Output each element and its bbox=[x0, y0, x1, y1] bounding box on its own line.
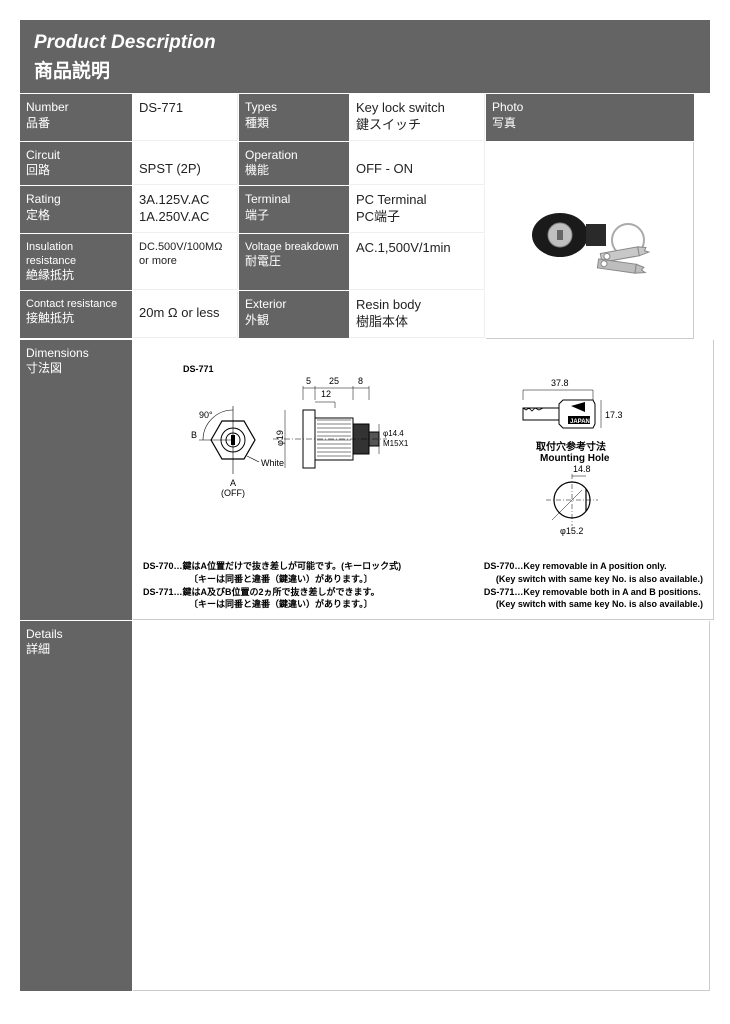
header-title-en: Product Description bbox=[34, 32, 696, 54]
dim-8: 8 bbox=[358, 376, 363, 386]
types-value: Key lock switch 鍵スイッチ bbox=[350, 94, 485, 141]
key-378: 37.8 bbox=[551, 378, 569, 388]
spec-grid: Number 品番 DS-771 Types 種類 Key lock switc… bbox=[20, 94, 710, 339]
pos-a: A bbox=[230, 478, 236, 488]
exterior-label: Exterior 外観 bbox=[239, 291, 349, 338]
dim-notes-jp: DS-770…鍵はA位置だけで抜き差しが可能です。(キーロック式) 〔キーは同番… bbox=[143, 560, 401, 610]
mount-jp: 取付穴参考寸法 bbox=[536, 440, 606, 453]
product-photo-icon bbox=[510, 180, 670, 300]
pos-b: B bbox=[191, 430, 197, 440]
dim-148: 14.8 bbox=[573, 464, 591, 474]
dimension-drawing-icon: DS-771 B 90° A (OFF) bbox=[143, 350, 703, 550]
header-title-jp: 商品説明 bbox=[34, 56, 696, 83]
circuit-label: Circuit 回路 bbox=[20, 142, 132, 185]
details-row: Details 詳細 bbox=[20, 621, 710, 991]
circuit-value: SPST (2P) bbox=[133, 142, 238, 185]
terminal-label: Terminal 端子 bbox=[239, 186, 349, 233]
dim-152: φ15.2 bbox=[560, 526, 583, 536]
dim-notes-en: DS-770…Key removable in A position only.… bbox=[484, 560, 703, 610]
rating-value: 3A.125V.AC 1A.250V.AC bbox=[133, 186, 238, 233]
operation-value: OFF - ON bbox=[350, 142, 485, 185]
header: Product Description 商品説明 bbox=[20, 20, 710, 93]
contact-resistance-value: 20m Ω or less bbox=[133, 291, 238, 338]
dimensions-label: Dimensions 寸法図 bbox=[20, 340, 132, 620]
dim-12: 12 bbox=[321, 389, 331, 399]
key-173: 17.3 bbox=[605, 410, 623, 420]
types-label: Types 種類 bbox=[239, 94, 349, 141]
part-number: DS-771 bbox=[183, 364, 214, 374]
voltage-breakdown-value: AC.1,500V/1min bbox=[350, 234, 485, 290]
details-label: Details 詳細 bbox=[20, 621, 132, 991]
deg-90: 90° bbox=[199, 410, 213, 420]
number-label: Number 品番 bbox=[20, 94, 132, 141]
voltage-breakdown-label: Voltage breakdown 耐電圧 bbox=[239, 234, 349, 290]
terminal-value: PC Terminal PC端子 bbox=[350, 186, 485, 233]
exterior-value: Resin body 樹脂本体 bbox=[350, 291, 485, 338]
dim-144: φ14.4 bbox=[383, 429, 404, 438]
photo-cell bbox=[486, 142, 694, 339]
dim-m15: M15X1 bbox=[383, 439, 409, 448]
operation-label: Operation 機能 bbox=[239, 142, 349, 185]
dimensions-row: Dimensions 寸法図 DS-771 B 90° bbox=[20, 340, 710, 620]
insulation-label: Insulation resistance 絶縁抵抗 bbox=[20, 234, 132, 290]
dimensions-content: DS-771 B 90° A (OFF) bbox=[133, 340, 714, 620]
dim-5: 5 bbox=[306, 376, 311, 386]
japan-label: JAPAN bbox=[570, 419, 590, 425]
rating-label: Rating 定格 bbox=[20, 186, 132, 233]
off-label: (OFF) bbox=[221, 488, 245, 498]
dim-19: φ19 bbox=[275, 430, 285, 446]
details-content bbox=[133, 621, 710, 991]
mount-en: Mounting Hole bbox=[540, 453, 610, 464]
dim-25: 25 bbox=[329, 376, 339, 386]
photo-label: Photo 写真 bbox=[486, 94, 694, 141]
contact-resistance-label: Contact resistance 接触抵抗 bbox=[20, 291, 132, 338]
white-label: White bbox=[261, 458, 284, 468]
insulation-value: DC.500V/100MΩ or more bbox=[133, 234, 238, 290]
number-value: DS-771 bbox=[133, 94, 238, 141]
